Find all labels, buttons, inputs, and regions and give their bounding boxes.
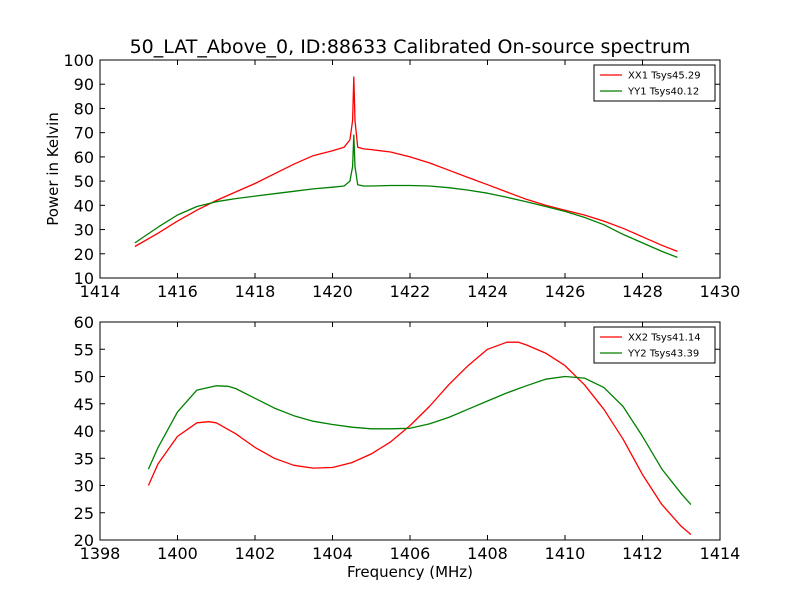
y-tick-label: 35 <box>74 449 94 468</box>
chart-title: 50_LAT_Above_0, ID:88633 Calibrated On-s… <box>130 36 691 58</box>
x-tick-label: 1418 <box>235 282 276 301</box>
y-tick-label: 50 <box>74 368 94 387</box>
legend: XX2 Tsys41.14 YY2 Tsys43.39 <box>593 326 716 364</box>
y-tick-label: 30 <box>74 221 94 240</box>
x-axis-label-bottom: Frequency (MHz) <box>347 563 473 581</box>
y-tick-label: 30 <box>74 477 94 496</box>
y-tick-label: 45 <box>74 395 94 414</box>
legend: XX1 Tsys45.29 YY1 Tsys40.12 <box>593 64 716 102</box>
y-tick-label: 40 <box>74 196 94 215</box>
x-tick-label: 1406 <box>390 544 431 563</box>
y-tick-label: 25 <box>74 504 94 523</box>
x-tick-label: 1422 <box>390 282 431 301</box>
x-tick-label: 1430 <box>700 282 741 301</box>
x-tick-label: 1412 <box>622 544 663 563</box>
series-line-2 <box>147 375 692 506</box>
y-tick-label: 40 <box>74 422 94 441</box>
legend-label-2: YY2 Tsys43.39 <box>627 349 699 360</box>
y-tick-label: 20 <box>74 245 94 264</box>
legend-label-2: YY1 Tsys40.12 <box>627 87 699 98</box>
y-tick-label: 20 <box>74 531 94 550</box>
y-tick-label: 90 <box>74 75 94 94</box>
y-tick-label: 50 <box>74 172 94 191</box>
series-line-1 <box>147 341 692 535</box>
x-tick-label: 1424 <box>467 282 508 301</box>
y-tick-label: 60 <box>74 313 94 332</box>
x-tick-label: 1410 <box>545 544 586 563</box>
legend-box <box>593 326 716 364</box>
plot-bottom: 1398 1400 1402 1404 1406 1408 1410 1412 1414 20 25… <box>74 313 741 563</box>
x-tick-label: 1414 <box>700 544 741 563</box>
legend-box <box>593 64 716 102</box>
y-tick-label: 10 <box>74 269 94 288</box>
y-tick-label: 60 <box>74 148 94 167</box>
y-tick-label: 70 <box>74 124 94 143</box>
x-tick-label: 1408 <box>467 544 508 563</box>
x-tick-label: 1398 <box>80 544 121 563</box>
x-tick-label: 1400 <box>157 544 198 563</box>
series-line-1 <box>134 76 678 253</box>
y-tick-label: 55 <box>74 340 94 359</box>
x-tick-label: 1402 <box>235 544 276 563</box>
y-tick-label: 80 <box>74 99 94 118</box>
x-tick-label: 1420 <box>312 282 353 301</box>
x-tick-label: 1416 <box>157 282 198 301</box>
x-tick-label: 1428 <box>622 282 663 301</box>
series-line-2 <box>134 134 678 259</box>
x-tick-label: 1426 <box>545 282 586 301</box>
legend-label-1: XX1 Tsys45.29 <box>628 71 701 82</box>
legend-label-1: XX2 Tsys41.14 <box>628 333 701 344</box>
x-tick-label: 1414 <box>80 282 121 301</box>
x-tick-label: 1404 <box>312 544 353 563</box>
y-axis-label-top: Power in Kelvin <box>44 112 62 226</box>
y-tick-label: 100 <box>63 51 94 70</box>
plot-top: 1414 1416 1418 1420 1422 1424 1426 1428 1430 10 20… <box>63 51 740 301</box>
